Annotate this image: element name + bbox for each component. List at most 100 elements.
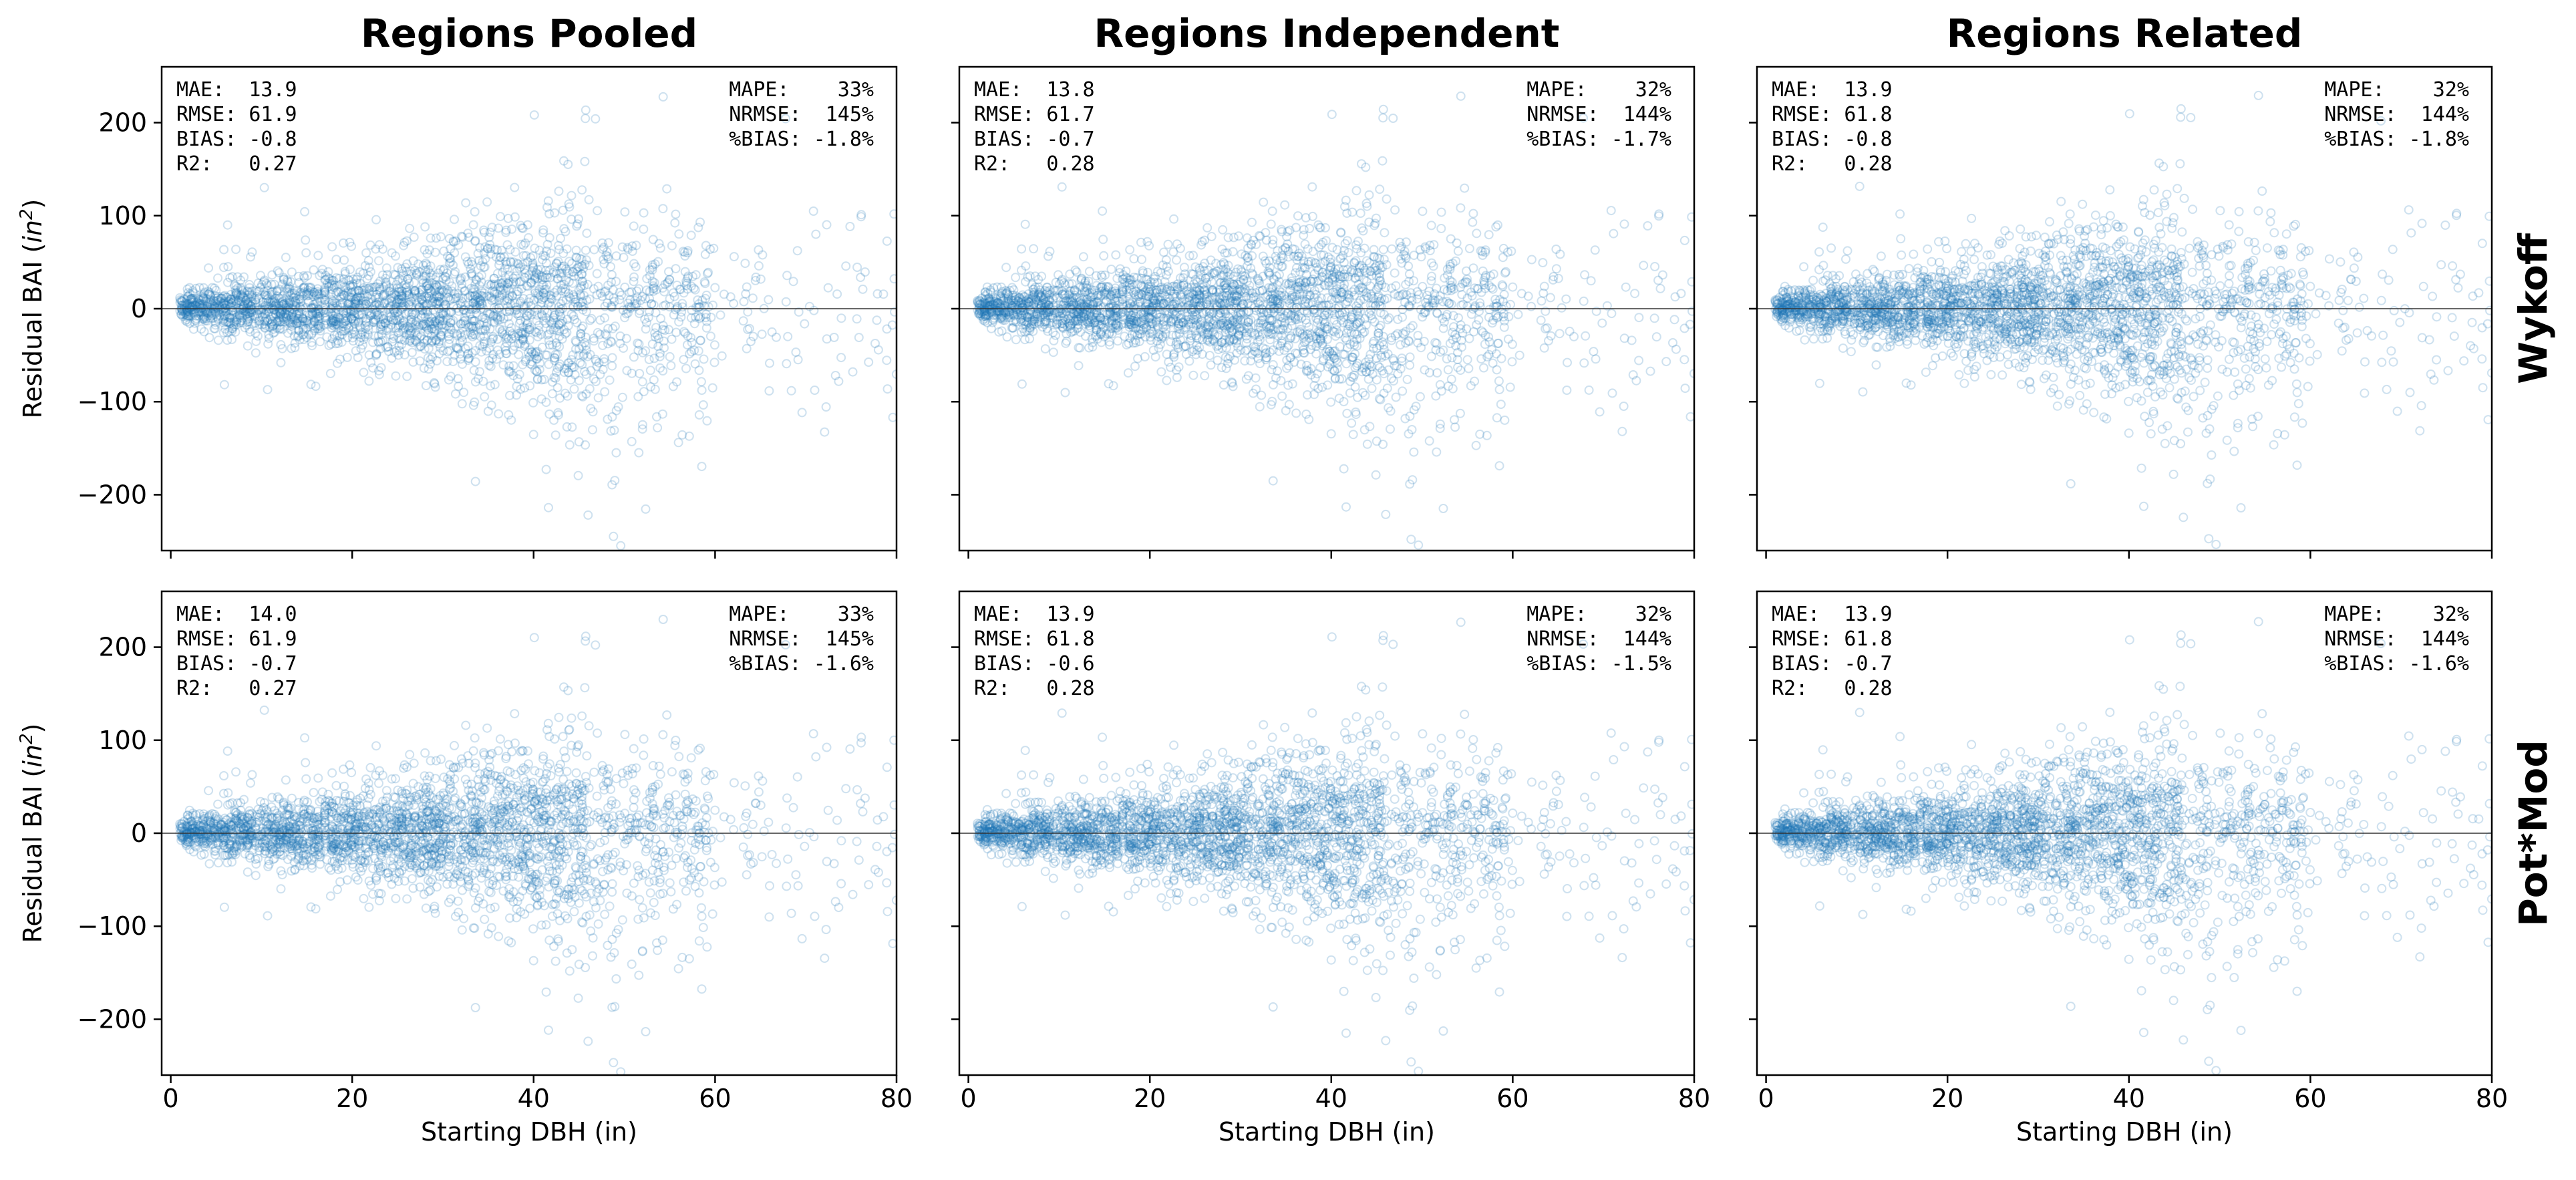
data-point bbox=[259, 287, 269, 297]
data-point bbox=[505, 326, 515, 336]
data-point bbox=[209, 296, 219, 306]
data-point bbox=[268, 321, 278, 331]
data-point bbox=[1491, 349, 1501, 359]
data-point bbox=[335, 331, 345, 341]
data-point bbox=[852, 314, 862, 324]
data-point bbox=[687, 337, 697, 347]
data-point bbox=[1325, 257, 1335, 267]
stat-right: MAPE: 33% bbox=[729, 78, 874, 102]
data-point bbox=[187, 302, 197, 312]
data-point bbox=[1277, 261, 1287, 271]
data-point bbox=[1003, 312, 1013, 322]
data-point bbox=[624, 302, 634, 312]
data-point bbox=[220, 298, 230, 308]
data-point bbox=[1526, 301, 1537, 311]
data-point bbox=[1591, 306, 1601, 316]
data-point bbox=[596, 288, 605, 298]
data-point bbox=[1341, 328, 1351, 338]
data-point bbox=[557, 263, 567, 273]
data-point bbox=[1536, 315, 1546, 325]
data-point bbox=[650, 384, 660, 394]
data-point bbox=[641, 504, 651, 514]
data-point bbox=[601, 330, 611, 340]
data-point bbox=[1206, 255, 1216, 265]
data-point bbox=[501, 345, 510, 355]
data-point bbox=[504, 271, 514, 280]
data-point bbox=[1440, 273, 1450, 283]
data-point bbox=[219, 318, 229, 328]
data-point bbox=[1243, 322, 1253, 332]
data-point bbox=[1287, 379, 1297, 389]
data-point bbox=[399, 317, 409, 327]
data-point bbox=[1052, 315, 1062, 325]
data-point bbox=[293, 331, 303, 341]
data-point bbox=[1393, 329, 1403, 339]
data-point bbox=[473, 374, 483, 384]
data-point bbox=[286, 277, 296, 287]
data-point bbox=[307, 318, 317, 328]
data-point bbox=[1171, 316, 1181, 326]
data-point bbox=[1324, 309, 1334, 319]
data-point bbox=[1265, 323, 1275, 333]
data-point bbox=[1232, 311, 1242, 321]
data-point bbox=[635, 305, 645, 315]
data-point bbox=[480, 262, 490, 272]
data-point bbox=[381, 325, 391, 335]
data-point bbox=[526, 357, 536, 367]
data-point bbox=[486, 249, 496, 259]
data-point bbox=[1591, 354, 1601, 364]
data-point bbox=[514, 287, 523, 297]
data-point bbox=[1287, 316, 1297, 326]
data-point bbox=[219, 380, 229, 390]
data-point bbox=[544, 409, 554, 419]
data-point bbox=[688, 271, 697, 281]
data-point bbox=[581, 307, 591, 317]
data-point bbox=[522, 281, 532, 291]
data-point bbox=[307, 341, 317, 351]
data-point bbox=[1261, 355, 1271, 365]
data-point bbox=[557, 268, 567, 278]
data-point bbox=[681, 363, 691, 374]
data-point bbox=[378, 305, 388, 315]
data-point bbox=[282, 309, 292, 319]
data-point bbox=[520, 265, 530, 275]
data-point bbox=[1295, 325, 1305, 334]
data-point bbox=[578, 276, 588, 286]
data-point bbox=[1231, 296, 1241, 305]
data-point bbox=[416, 294, 426, 304]
data-point bbox=[1320, 310, 1330, 320]
data-point bbox=[659, 336, 669, 346]
data-point bbox=[393, 295, 403, 305]
data-point bbox=[504, 361, 514, 371]
data-point bbox=[1435, 419, 1445, 429]
data-point bbox=[268, 324, 278, 334]
data-point bbox=[211, 309, 221, 319]
data-point bbox=[1328, 273, 1338, 283]
data-point bbox=[1361, 268, 1372, 278]
data-point bbox=[516, 297, 526, 307]
data-point bbox=[678, 247, 688, 257]
data-point bbox=[694, 313, 704, 323]
data-point bbox=[1352, 307, 1362, 317]
data-point bbox=[1206, 232, 1217, 241]
data-point bbox=[434, 280, 444, 290]
data-point bbox=[480, 324, 490, 334]
data-point bbox=[1096, 283, 1106, 292]
data-point bbox=[340, 267, 350, 277]
data-point bbox=[263, 281, 273, 291]
data-point bbox=[410, 287, 420, 297]
data-point bbox=[1235, 285, 1245, 294]
data-point bbox=[1243, 315, 1253, 325]
data-point bbox=[412, 270, 422, 280]
data-point bbox=[449, 328, 459, 338]
data-point bbox=[227, 335, 237, 344]
data-point bbox=[1300, 301, 1310, 311]
data-point bbox=[1158, 301, 1168, 311]
data-point bbox=[1278, 253, 1288, 263]
data-point bbox=[291, 302, 301, 312]
data-point bbox=[1254, 305, 1264, 315]
data-point bbox=[436, 265, 446, 275]
data-point bbox=[584, 261, 594, 271]
data-point bbox=[995, 302, 1005, 312]
